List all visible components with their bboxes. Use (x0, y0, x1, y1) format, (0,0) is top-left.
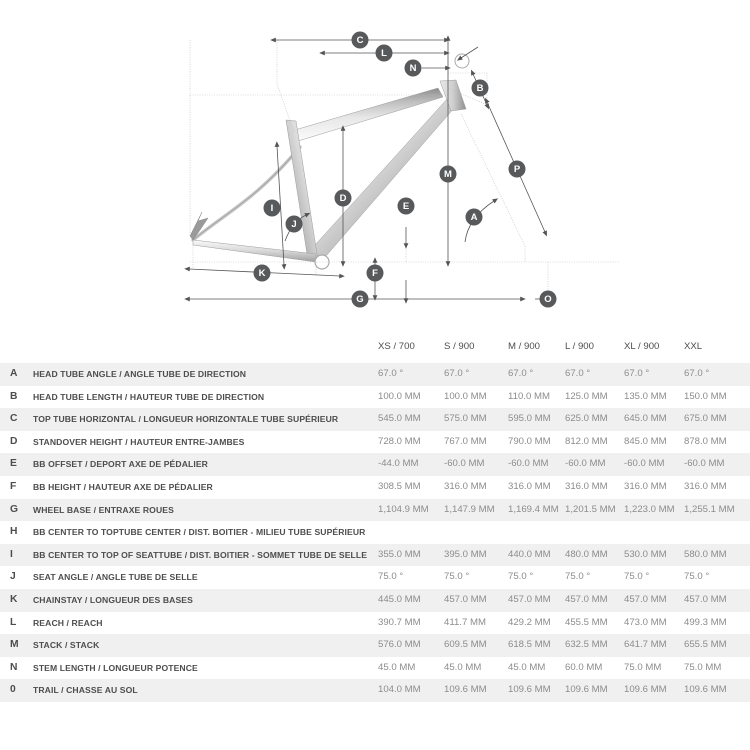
svg-text:G: G (356, 294, 363, 305)
svg-text:F: F (372, 268, 378, 279)
svg-text:K: K (259, 268, 266, 279)
svg-text:O: O (544, 294, 551, 305)
svg-text:I: I (271, 203, 274, 214)
svg-text:A: A (471, 212, 478, 223)
svg-text:L: L (381, 48, 387, 59)
svg-text:N: N (410, 63, 417, 74)
svg-text:C: C (357, 35, 364, 46)
svg-text:B: B (477, 83, 484, 94)
svg-text:D: D (340, 193, 347, 204)
svg-text:P: P (514, 164, 521, 175)
svg-text:M: M (444, 169, 452, 180)
svg-text:E: E (403, 201, 409, 212)
svg-text:J: J (291, 219, 296, 230)
